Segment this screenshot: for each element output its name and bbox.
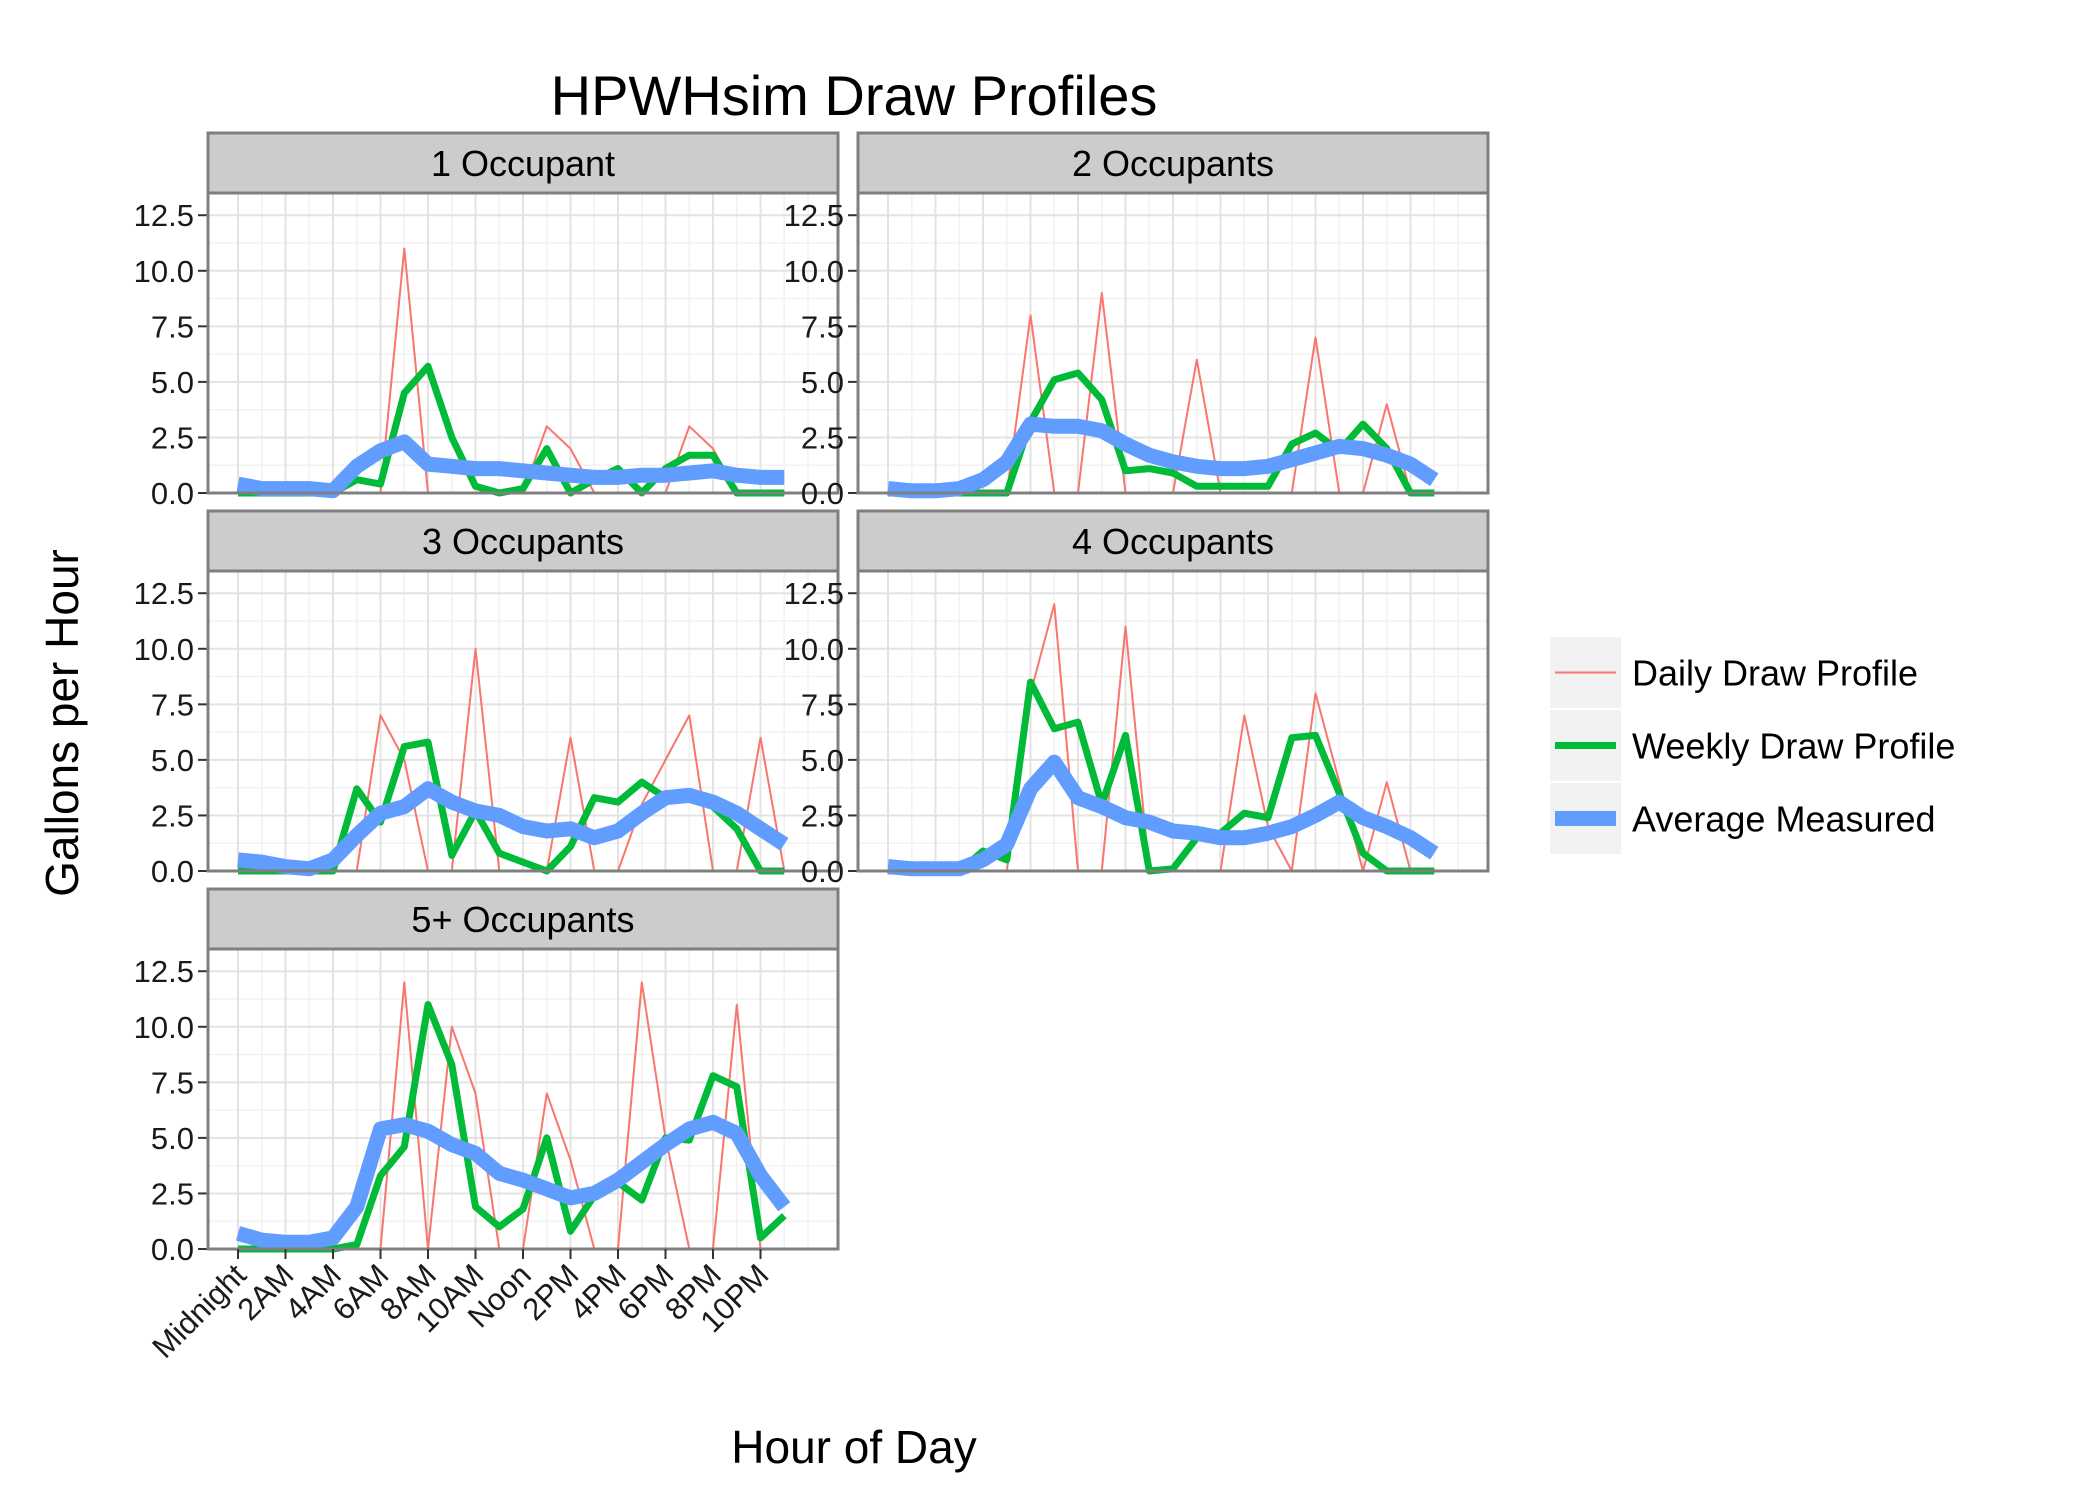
y-tick-label: 5.0 bbox=[801, 365, 844, 400]
y-tick-label: 10.0 bbox=[134, 632, 194, 667]
y-tick-label: 5.0 bbox=[151, 1121, 194, 1156]
y-tick-label: 12.5 bbox=[784, 198, 844, 233]
panel-border-3-occupants bbox=[206, 569, 840, 873]
y-tick-label: 7.5 bbox=[801, 687, 844, 722]
y-tick-label: 5.0 bbox=[151, 743, 194, 778]
y-tick-label: 10.0 bbox=[784, 632, 844, 667]
y-tick-label: 0.0 bbox=[151, 476, 194, 511]
legend-label: Average Measured bbox=[1632, 799, 1936, 840]
series-line-average-measured-1-occupant bbox=[236, 434, 785, 499]
legend: Daily Draw Profile Weekly Draw Profile Ave… bbox=[1548, 635, 1955, 856]
y-tick-label: 0.0 bbox=[151, 1232, 194, 1267]
series-line-average-measured-3-occupants bbox=[237, 781, 789, 877]
series-line-average-measured-2-occupants bbox=[887, 416, 1439, 499]
series-line-average-measured-4-occupants bbox=[887, 754, 1439, 877]
facet-label-4-occupants: 4 Occupants bbox=[1072, 521, 1274, 562]
facet-strip-3-occupants bbox=[206, 509, 840, 573]
panel-border-4-occupants bbox=[856, 569, 1490, 873]
y-axis-2-occupants: 0.0 2.5 5.0 7.5 10.0 12.5 bbox=[784, 198, 858, 511]
y-tick-label: 2.5 bbox=[801, 420, 844, 455]
legend-label: Daily Draw Profile bbox=[1632, 653, 1918, 694]
facet-label-2-occupants: 2 Occupants bbox=[1072, 143, 1274, 184]
y-axis-3-occupants: 0.0 2.5 5.0 7.5 10.0 12.5 bbox=[134, 576, 208, 889]
y-tick-label: 10.0 bbox=[134, 254, 194, 289]
y-tick-label: 5.0 bbox=[151, 365, 194, 400]
y-tick-label: 0.0 bbox=[801, 854, 844, 889]
y-axis-4-occupants: 0.0 2.5 5.0 7.5 10.0 12.5 bbox=[784, 576, 858, 889]
facet-label-1-occupant: 1 Occupant bbox=[431, 143, 615, 184]
panel-border-2-occupants bbox=[856, 191, 1490, 495]
y-tick-label: 2.5 bbox=[151, 1176, 194, 1211]
facet-strip-2-occupants bbox=[856, 131, 1490, 195]
panel-5-plus-occupants: 5+ Occupants0.02.55.07.510.012.5Midnight… bbox=[134, 887, 840, 1365]
chart-title: HPWHsim Draw Profiles bbox=[551, 64, 1158, 127]
x-axis-label: Hour of Day bbox=[731, 1421, 976, 1473]
facet-strip-4-occupants bbox=[856, 509, 1490, 573]
y-tick-label: 0.0 bbox=[801, 476, 844, 511]
gridlines-4-occupants bbox=[858, 571, 1488, 872]
y-tick-label: 0.0 bbox=[151, 854, 194, 889]
y-axis-5-plus-occupants: 0.0 2.5 5.0 7.5 10.0 12.5 bbox=[134, 954, 208, 1267]
y-tick-label: 10.0 bbox=[134, 1010, 194, 1045]
y-axis-label: Gallons per Hour bbox=[36, 549, 88, 897]
facet-strip-1-occupant bbox=[206, 131, 840, 195]
legend-item-average-measured: Average Measured bbox=[1548, 781, 1936, 856]
legend-label: Weekly Draw Profile bbox=[1632, 726, 1955, 767]
panel-2-occupants: 2 Occupants 0.0 2.5 5.0 7.5 10.0 12.5 bbox=[784, 131, 1490, 511]
panel-1-occupant: 1 Occupant 0.0 2.5 5.0 7.5 10.0 12.5 bbox=[134, 131, 840, 511]
legend-item-weekly-draw-profile: Weekly Draw Profile bbox=[1548, 708, 1955, 783]
y-tick-label: 7.5 bbox=[151, 309, 194, 344]
y-tick-label: 5.0 bbox=[801, 743, 844, 778]
y-tick-label: 7.5 bbox=[151, 1065, 194, 1100]
y-tick-label: 10.0 bbox=[784, 254, 844, 289]
panel-4-occupants: 4 Occupants 0.0 2.5 5.0 7.5 10.0 12.5 bbox=[784, 509, 1490, 889]
y-tick-label: 2.5 bbox=[151, 420, 194, 455]
legend-item-daily-draw-profile: Daily Draw Profile bbox=[1548, 635, 1918, 710]
panel-3-occupants: 3 Occupants 0.0 2.5 5.0 7.5 10.0 12.5 bbox=[134, 509, 840, 889]
panel-border-1-occupant bbox=[206, 191, 840, 495]
y-axis-1-occupant: 0.0 2.5 5.0 7.5 10.0 12.5 bbox=[134, 198, 208, 511]
y-tick-label: 12.5 bbox=[134, 954, 194, 989]
facet-label-3-occupants: 3 Occupants bbox=[422, 521, 624, 562]
y-tick-label: 12.5 bbox=[134, 576, 194, 611]
y-tick-label: 12.5 bbox=[134, 198, 194, 233]
series-line-average-measured-5-plus-occupants bbox=[235, 1114, 791, 1250]
y-tick-label: 2.5 bbox=[151, 798, 194, 833]
y-tick-label: 7.5 bbox=[151, 687, 194, 722]
y-tick-label: 2.5 bbox=[801, 798, 844, 833]
y-tick-label: 7.5 bbox=[801, 309, 844, 344]
facet-label-5-plus-occupants: 5+ Occupants bbox=[411, 899, 634, 940]
y-tick-label: 12.5 bbox=[784, 576, 844, 611]
